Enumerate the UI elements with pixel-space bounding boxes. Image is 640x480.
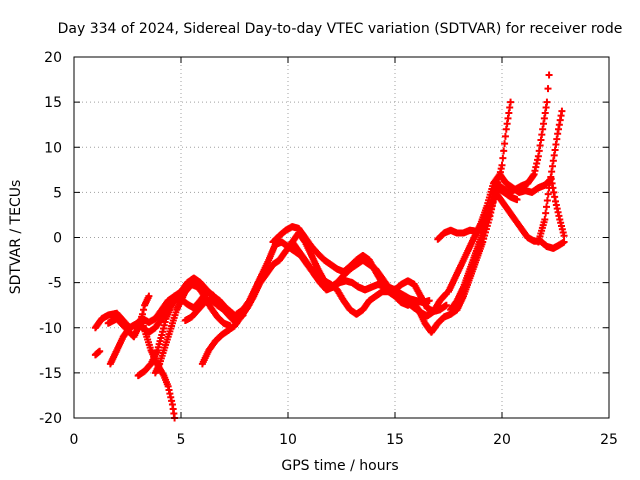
data-point	[558, 107, 566, 115]
series-track-14	[445, 170, 568, 296]
x-tick-label: 5	[177, 432, 186, 448]
data-point	[501, 132, 509, 140]
chart-title: Day 334 of 2024, Sidereal Day-to-day VTE…	[58, 21, 623, 37]
data-point	[499, 154, 507, 162]
x-tick-label: 20	[493, 432, 511, 448]
axis-ticks: 0 5 10 15 20 25 -20 -15 -10 -5 0 5 10 15 20	[39, 50, 618, 448]
data-point	[501, 140, 509, 148]
data-point	[507, 98, 515, 106]
data-point	[545, 71, 553, 79]
y-tick-label: -5	[48, 276, 62, 292]
data-point	[543, 203, 551, 211]
data-point	[145, 292, 153, 300]
data-point	[138, 310, 146, 318]
y-tick-label: -10	[39, 321, 62, 337]
y-tick-label: 0	[53, 231, 62, 247]
data-point	[560, 232, 568, 240]
x-tick-label: 10	[279, 432, 297, 448]
data-point	[542, 209, 550, 217]
x-tick-label: 0	[70, 432, 79, 448]
series-track-12	[288, 238, 418, 318]
series-track-8	[181, 295, 241, 325]
data-point	[544, 85, 552, 93]
series-track-17	[534, 107, 566, 246]
data-points	[91, 71, 568, 422]
grid	[74, 57, 609, 418]
y-tick-label: 10	[44, 140, 62, 156]
y-tick-label: -20	[39, 411, 62, 427]
data-point	[442, 301, 450, 309]
data-point	[560, 238, 568, 246]
data-point	[140, 306, 148, 314]
data-point	[425, 297, 433, 305]
y-tick-label: 15	[44, 95, 62, 111]
data-point	[498, 161, 506, 169]
data-point	[500, 147, 508, 155]
series-track-7	[151, 280, 234, 377]
series-track-1	[91, 347, 104, 359]
data-point	[541, 215, 549, 223]
x-axis-label: GPS time / hours	[281, 458, 398, 474]
y-axis-label: SDTVAR / TECUs	[8, 180, 24, 295]
y-tick-label: 20	[44, 50, 62, 66]
data-point	[96, 347, 104, 355]
data-point	[543, 98, 551, 106]
series-track-16	[447, 71, 553, 314]
x-tick-label: 15	[386, 432, 404, 448]
data-point	[543, 196, 551, 204]
x-tick-label: 25	[600, 432, 618, 448]
data-point	[544, 190, 552, 198]
y-tick-label: 5	[53, 185, 62, 201]
y-tick-label: -15	[39, 366, 62, 382]
data-point	[513, 196, 521, 204]
